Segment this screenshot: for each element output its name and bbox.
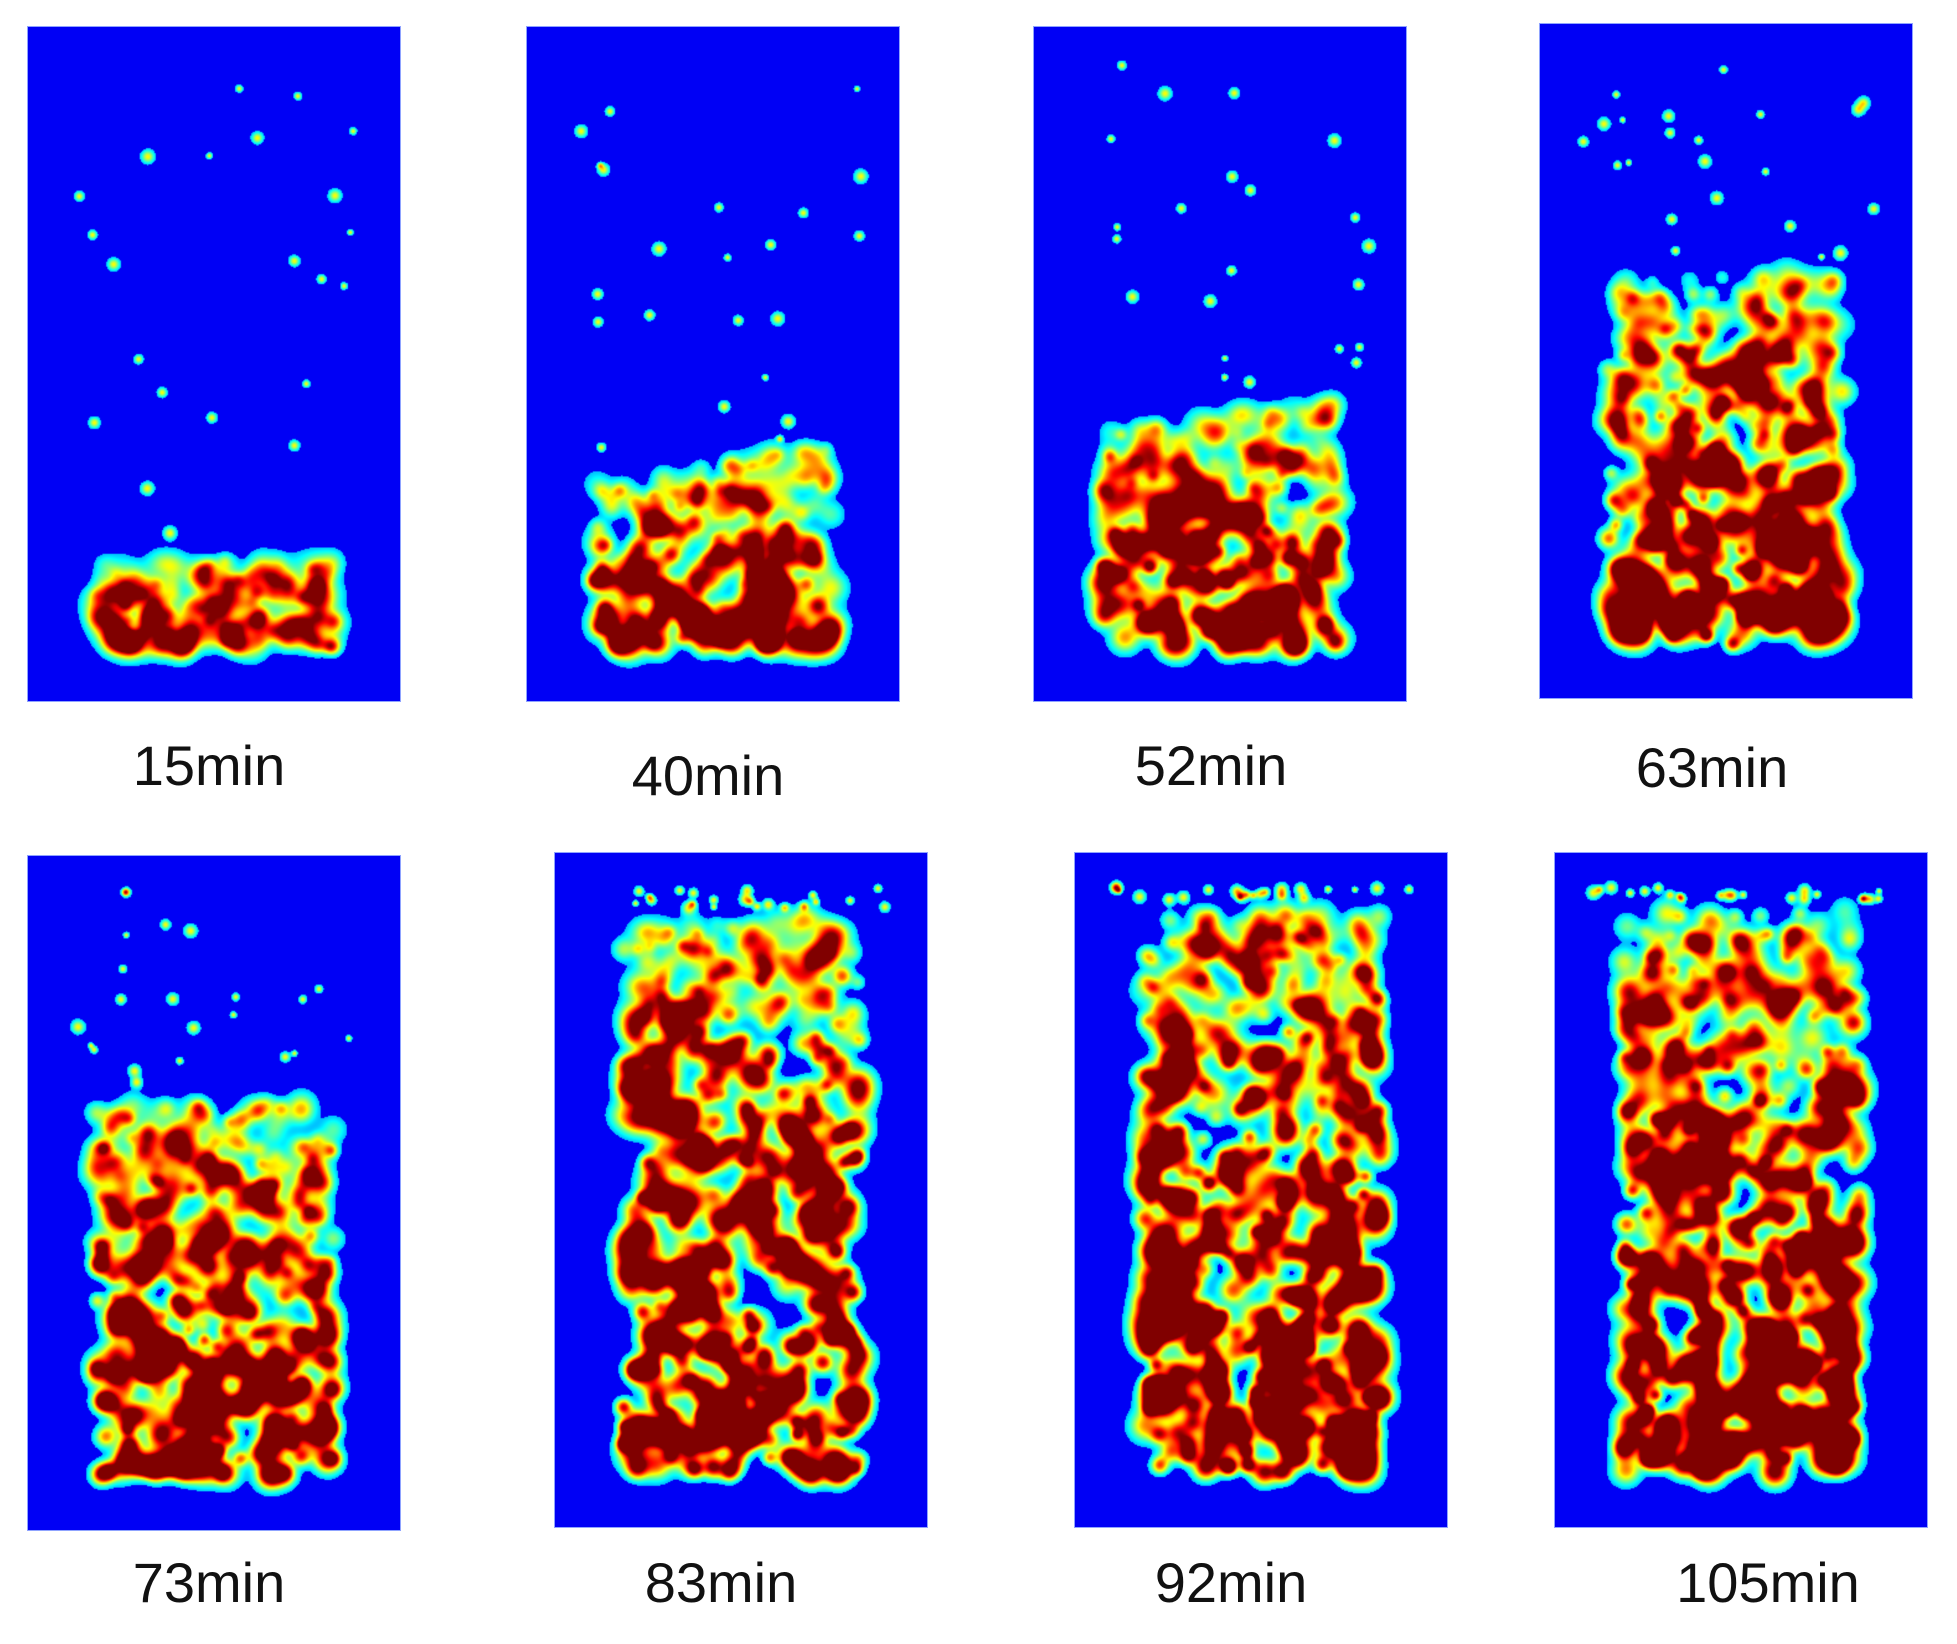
time-label: 105min xyxy=(1676,1551,1860,1614)
time-label: 73min xyxy=(132,1551,286,1614)
heatmap-panel-52min xyxy=(1034,27,1406,701)
time-label: 15min xyxy=(132,734,286,797)
time-label: 40min xyxy=(631,744,785,807)
time-label: 83min xyxy=(644,1551,798,1614)
time-label: 92min xyxy=(1154,1551,1308,1614)
heatmap-panel-105min xyxy=(1555,853,1927,1527)
heatmap-panel-92min xyxy=(1075,853,1447,1527)
heatmap-panel-40min xyxy=(527,27,899,701)
heatmap-panel-15min xyxy=(28,27,400,701)
heatmap-panel-63min xyxy=(1540,24,1912,698)
time-label: 63min xyxy=(1635,736,1789,799)
heatmap-panel-83min xyxy=(555,853,927,1527)
time-label: 52min xyxy=(1134,734,1288,797)
heatmap-panel-73min xyxy=(28,856,400,1530)
